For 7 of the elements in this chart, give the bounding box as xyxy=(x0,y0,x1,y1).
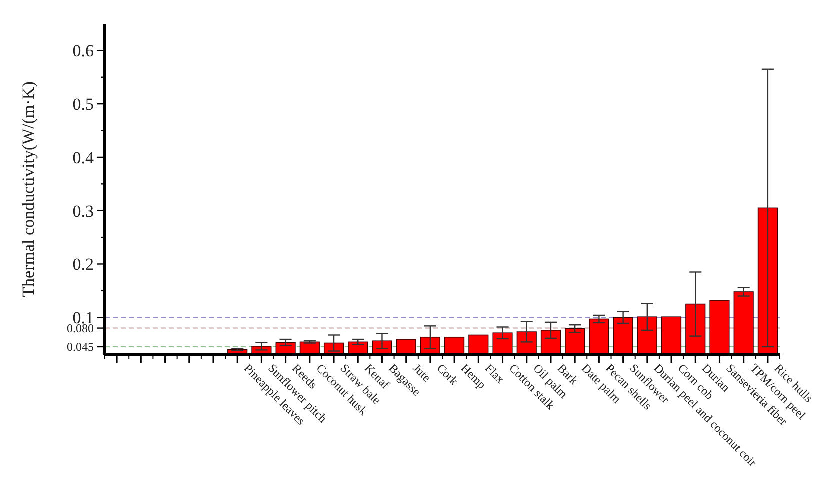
y-tick-label: 0.5 xyxy=(72,95,94,114)
y-tick-label: 0.3 xyxy=(72,202,94,221)
y-tick-label: 0.045 xyxy=(67,340,94,354)
y-axis-title: Thermal conductivity(W/(m·K) xyxy=(19,82,38,298)
y-tick-label: 0.4 xyxy=(72,148,94,168)
y-tick-label: 0.2 xyxy=(72,255,94,274)
y-tick-label: 0.6 xyxy=(72,42,94,61)
